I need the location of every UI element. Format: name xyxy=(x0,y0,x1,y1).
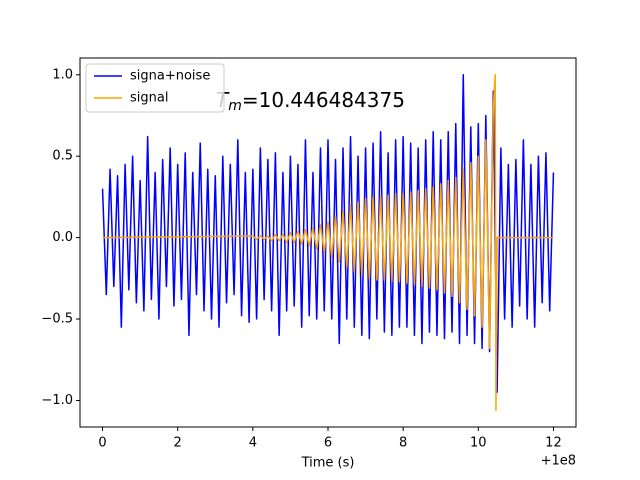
x-tick-label: 2 xyxy=(174,436,182,451)
legend-label: signa+noise xyxy=(130,69,210,84)
x-tick-label: 12 xyxy=(545,436,562,451)
y-tick-label: −0.5 xyxy=(41,312,73,327)
y-tick-label: 1.0 xyxy=(52,67,73,82)
plot-area xyxy=(101,74,555,411)
x-offset-text: +1e8 xyxy=(541,454,576,469)
legend-label: signal xyxy=(130,91,168,106)
x-tick-label: 4 xyxy=(249,436,257,451)
x-axis-label: Time (s) xyxy=(301,456,355,471)
y-tick-label: −1.0 xyxy=(41,393,73,408)
y-tick-label: 0.0 xyxy=(52,230,73,245)
x-tick-label: 10 xyxy=(470,436,487,451)
x-tick-label: 8 xyxy=(399,436,407,451)
annotation: Tm=10.446484375 xyxy=(216,88,405,115)
x-tick-label: 6 xyxy=(324,436,332,451)
series-line xyxy=(101,74,555,394)
series-line xyxy=(102,74,554,411)
y-tick-label: 0.5 xyxy=(52,149,73,164)
annotation-text: =10.446484375 xyxy=(242,88,405,112)
annotation-subscript: m xyxy=(228,98,242,114)
x-tick-label: 0 xyxy=(98,436,106,451)
